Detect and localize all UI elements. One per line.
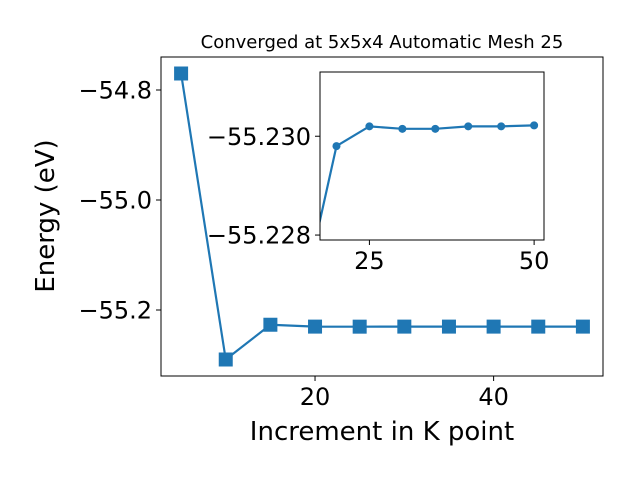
- main-frame: [160, 56, 604, 377]
- inset-series-line: [320, 124, 535, 226]
- inset-background: [320, 72, 544, 240]
- main-data-point: [308, 319, 323, 334]
- inset-data-point: [497, 122, 506, 131]
- main-y-tick-label: −55.2: [78, 297, 152, 325]
- inset-series: [320, 121, 539, 226]
- inset-frame: [319, 71, 545, 241]
- main-data-point: [397, 319, 412, 334]
- inset-y-tick-label: −55.228: [207, 222, 311, 250]
- main-data-point: [531, 319, 546, 334]
- main-data-point: [486, 319, 501, 334]
- main-data-point: [575, 319, 590, 334]
- inset-data-point: [398, 124, 407, 133]
- inset-x-tick-label: 50: [519, 247, 550, 275]
- main-x-tick-label: 40: [478, 383, 509, 411]
- y-axis-label: Energy (eV): [31, 139, 61, 292]
- main-series-line: [180, 73, 583, 361]
- inset-data-point: [530, 121, 539, 130]
- main-data-point: [441, 319, 456, 334]
- main-series: [174, 66, 590, 367]
- inset-data-point: [332, 142, 341, 151]
- chart-title: Converged at 5x5x4 Automatic Mesh 25: [201, 32, 564, 53]
- main-x-tick-label: 20: [300, 383, 331, 411]
- main-data-point: [263, 317, 278, 332]
- main-data-point: [352, 319, 367, 334]
- x-axis-label: Increment in K point: [250, 417, 514, 447]
- inset-data-point: [464, 122, 473, 131]
- main-data-point: [218, 352, 233, 367]
- main-y-tick-label: −54.8: [78, 77, 152, 105]
- inset-x-tick-label: 25: [354, 247, 385, 275]
- inset-data-point: [431, 124, 440, 133]
- main-data-point: [174, 66, 189, 81]
- inset-y-tick-label: −55.230: [207, 123, 311, 151]
- inset-plot-area: 25 50 −55.230 −55.228: [207, 71, 550, 275]
- inset-data-point: [365, 122, 374, 131]
- main-y-tick-label: −55.0: [78, 187, 152, 215]
